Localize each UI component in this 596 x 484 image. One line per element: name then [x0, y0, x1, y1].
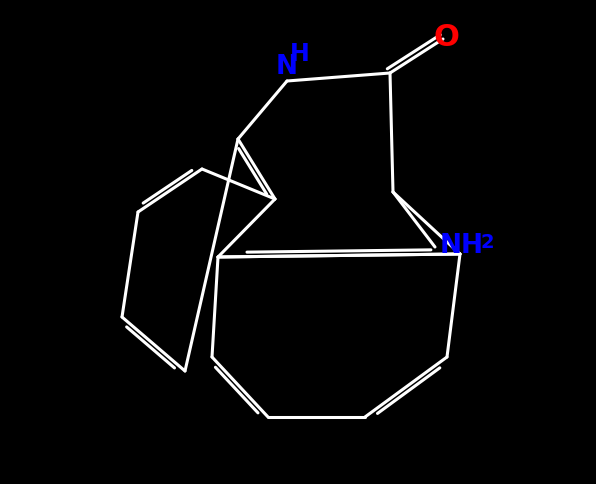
Text: N: N [276, 54, 298, 80]
Text: O: O [433, 23, 459, 52]
Text: 2: 2 [480, 232, 493, 252]
Text: H: H [290, 42, 310, 66]
Text: NH: NH [440, 232, 484, 258]
